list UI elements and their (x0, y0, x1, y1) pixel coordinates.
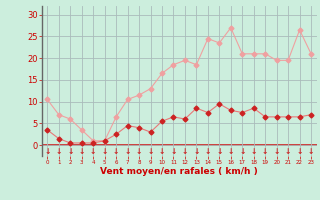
Text: ↓: ↓ (274, 147, 280, 156)
Text: ↓: ↓ (193, 147, 200, 156)
Text: ↓: ↓ (239, 147, 245, 156)
Text: ↓: ↓ (170, 147, 177, 156)
Text: ↓: ↓ (136, 147, 142, 156)
Text: ↓: ↓ (44, 147, 51, 156)
Text: ↓: ↓ (67, 147, 74, 156)
Text: ↓: ↓ (308, 147, 314, 156)
Text: ↓: ↓ (147, 147, 154, 156)
Text: ↓: ↓ (285, 147, 291, 156)
Text: ↓: ↓ (124, 147, 131, 156)
Text: ↓: ↓ (113, 147, 119, 156)
Text: ↓: ↓ (262, 147, 268, 156)
Text: ↓: ↓ (251, 147, 257, 156)
Text: ↓: ↓ (296, 147, 303, 156)
Text: ↓: ↓ (56, 147, 62, 156)
Text: ↓: ↓ (228, 147, 234, 156)
Text: ↓: ↓ (101, 147, 108, 156)
Text: ↓: ↓ (78, 147, 85, 156)
Text: ↓: ↓ (205, 147, 211, 156)
Text: ↓: ↓ (159, 147, 165, 156)
X-axis label: Vent moyen/en rafales ( km/h ): Vent moyen/en rafales ( km/h ) (100, 167, 258, 176)
Text: ↓: ↓ (182, 147, 188, 156)
Text: ↓: ↓ (216, 147, 222, 156)
Text: ↓: ↓ (90, 147, 96, 156)
